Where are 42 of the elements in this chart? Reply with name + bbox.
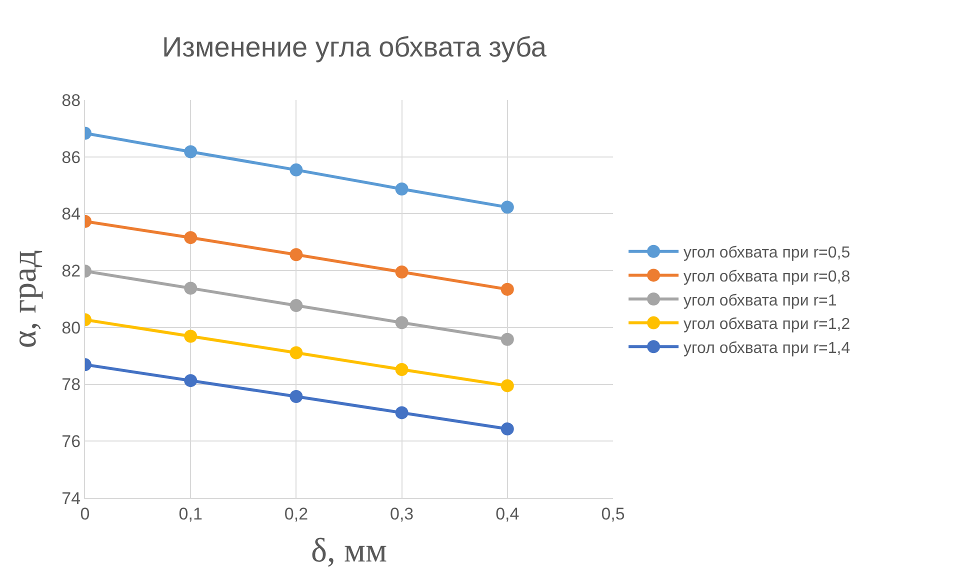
point <box>500 422 514 436</box>
x-tick-label: 0,5 <box>601 504 625 524</box>
point <box>184 374 198 388</box>
point <box>395 182 408 196</box>
point <box>500 332 514 346</box>
legend-label: угол обхвата при r=0,5 <box>684 244 850 262</box>
y-tick-label: 84 <box>62 204 81 224</box>
point <box>290 248 303 262</box>
x-tick-label: 0,3 <box>390 504 414 524</box>
x-tick-label: 0,4 <box>496 504 520 524</box>
y-tick-label: 88 <box>62 90 81 110</box>
legend-label: угол обхвата при r=1 <box>684 292 837 310</box>
y-tick-label: 80 <box>62 318 81 338</box>
point <box>395 265 408 278</box>
point <box>184 231 198 244</box>
x-axis-title: δ, мм <box>310 532 388 570</box>
y-tick-label: 74 <box>62 488 81 508</box>
point <box>184 145 198 158</box>
point <box>395 363 408 376</box>
legend-label: угол обхвата при r=0,8 <box>684 268 850 286</box>
y-axis-title: α, град <box>6 250 44 348</box>
legend-label: угол обхвата при r=1,2 <box>684 316 850 334</box>
y-tick-label: 86 <box>62 148 81 167</box>
point <box>184 282 198 295</box>
chart-title: Изменение угла обхвата зуба <box>162 31 547 62</box>
y-tick-label: 78 <box>62 375 81 394</box>
point <box>184 330 198 343</box>
x-tick-label: 0 <box>80 504 90 524</box>
y-tick-label: 76 <box>62 432 81 452</box>
x-tick-label: 0,2 <box>284 504 308 524</box>
point <box>395 406 408 420</box>
point <box>500 379 514 392</box>
point <box>290 163 303 176</box>
point <box>395 316 408 330</box>
x-tick-label: 0,1 <box>178 504 202 524</box>
point <box>290 299 303 312</box>
point <box>500 282 514 296</box>
legend-label: угол обхвата при r=1,4 <box>684 340 850 357</box>
point <box>290 346 303 360</box>
point <box>500 200 514 214</box>
y-tick-label: 82 <box>62 262 81 281</box>
point <box>290 390 303 404</box>
